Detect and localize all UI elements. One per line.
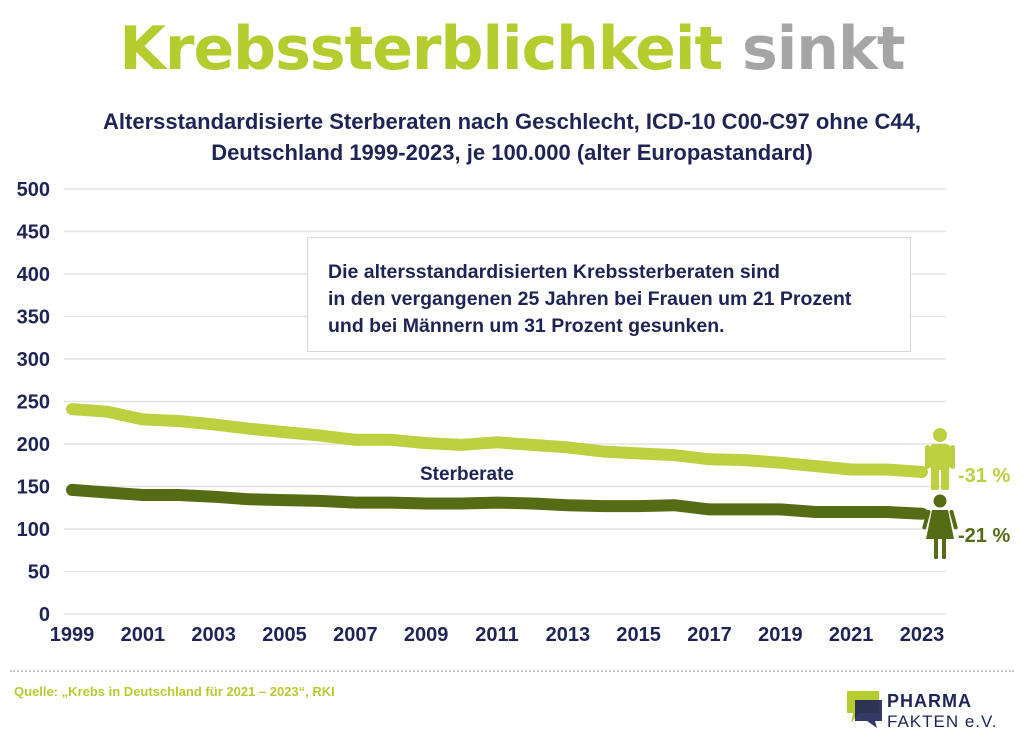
y-tick-label: 500	[17, 179, 50, 201]
chart-subtitle: Altersstandardisierte Sterberaten nach G…	[0, 106, 1024, 168]
y-tick-label: 50	[28, 562, 50, 584]
x-tick-label: 2015	[616, 624, 661, 646]
x-tick-label: 2011	[475, 624, 518, 646]
x-tick-label: 2001	[121, 624, 166, 646]
x-axis: 1999 2001 2003 2005 2007 2009 2011 2013 2015 2017…	[50, 624, 945, 646]
woman-icon	[922, 494, 958, 559]
x-tick-label: 2017	[687, 624, 732, 646]
series-line-woman	[66, 483, 928, 520]
x-tick-label: 2023	[900, 624, 945, 646]
x-tick-label: 2005	[262, 624, 307, 646]
x-tick-label: 2021	[829, 624, 874, 646]
annotation-line-3: und bei Männern um 31 Prozent gesunken.	[328, 315, 725, 337]
y-tick-label: 400	[17, 264, 50, 286]
x-tick-label: 2013	[546, 624, 591, 646]
source-note: Quelle: „Krebs in Deutschland für 2021 –…	[14, 684, 335, 699]
y-tick-label: 200	[17, 434, 50, 456]
footer-divider	[10, 670, 1014, 672]
chart-title: Krebssterblichkeit sinkt	[0, 6, 1024, 92]
y-tick-label: 350	[17, 307, 50, 329]
change-label-woman: -21 %	[958, 525, 1010, 547]
y-tick-label: 0	[39, 604, 50, 626]
gender-icons: -31 % -21 %	[922, 428, 1010, 559]
series-line-man	[66, 403, 928, 478]
x-tick-label: 2003	[191, 624, 236, 646]
y-tick-label: 100	[17, 519, 50, 541]
logo-text-line-1: PHARMA	[887, 691, 972, 711]
series-label: Sterberate	[420, 464, 514, 485]
logo-text-line-2: FAKTEN e.V.	[887, 712, 998, 731]
x-tick-label: 2019	[758, 624, 803, 646]
y-axis: 0 50 100 150 200 250 300 350 400 450 500	[17, 179, 50, 626]
title-accent: sinkt	[742, 14, 906, 84]
x-tick-label: 2009	[404, 624, 449, 646]
subtitle-line-2: Deutschland 1999-2023, je 100.000 (alter…	[211, 140, 813, 165]
man-icon	[925, 428, 955, 490]
x-tick-label: 1999	[50, 624, 95, 646]
y-tick-label: 250	[17, 392, 50, 414]
y-tick-label: 300	[17, 349, 50, 371]
logo-mark-icon	[847, 691, 882, 728]
annotation-line-2: in den vergangenen 25 Jahren bei Frauen …	[328, 288, 852, 310]
series-lines	[66, 403, 928, 520]
x-tick-label: 2007	[333, 624, 378, 646]
change-label-man: -31 %	[958, 465, 1010, 487]
y-tick-label: 150	[17, 477, 50, 499]
annotation-box: Die altersstandardisierten Krebssterbera…	[307, 237, 911, 352]
y-tick-label: 450	[17, 222, 50, 244]
subtitle-line-1: Altersstandardisierte Sterberaten nach G…	[103, 109, 921, 134]
title-main: Krebssterblichkeit	[119, 14, 723, 84]
annotation-line-1: Die altersstandardisierten Krebssterbera…	[328, 261, 780, 283]
pharma-fakten-logo: PHARMA FAKTEN e.V.	[845, 688, 1020, 738]
